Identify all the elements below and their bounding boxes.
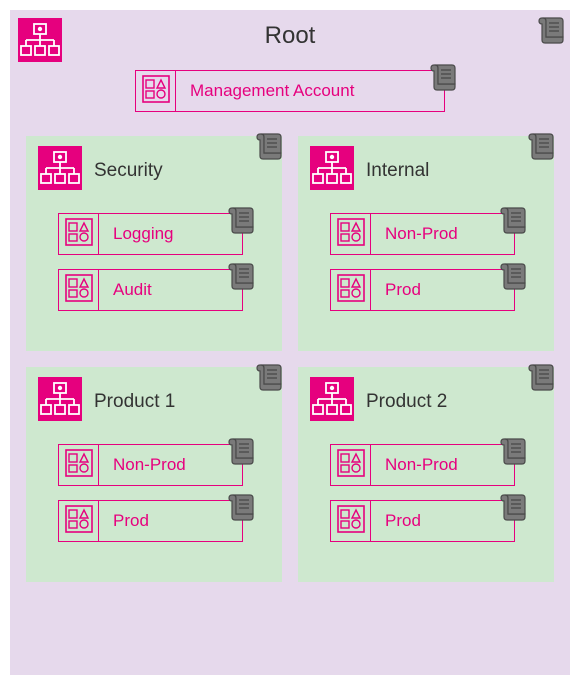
policy-icon — [536, 14, 566, 51]
policy-icon — [254, 130, 284, 167]
ou-product-1: Product 1 Non-Prod Prod — [26, 367, 282, 582]
account-nonprod: Non-Prod — [330, 213, 515, 255]
policy-icon — [498, 204, 528, 241]
ou-title: Internal — [366, 160, 429, 182]
account-label: Logging — [99, 224, 174, 244]
account-nonprod: Non-Prod — [330, 444, 515, 486]
account-icon — [336, 217, 366, 252]
account-icon — [64, 273, 94, 308]
policy-icon — [254, 361, 284, 398]
ou-title: Security — [94, 160, 163, 182]
ou-title: Product 2 — [366, 391, 447, 413]
policy-icon — [498, 435, 528, 472]
account-label: Non-Prod — [371, 224, 458, 244]
policy-icon — [498, 491, 528, 528]
account-label: Non-Prod — [99, 455, 186, 475]
account-icon — [336, 448, 366, 483]
account-label: Audit — [99, 280, 152, 300]
org-icon — [310, 377, 354, 426]
policy-icon — [526, 361, 556, 398]
ou-title: Product 1 — [94, 391, 175, 413]
account-icon — [64, 448, 94, 483]
root-org: Root Management Account Security — [10, 10, 570, 675]
account-label: Prod — [371, 280, 421, 300]
account-icon — [64, 504, 94, 539]
policy-icon — [226, 435, 256, 472]
account-label: Non-Prod — [371, 455, 458, 475]
org-icon — [38, 146, 82, 195]
policy-icon — [428, 61, 458, 98]
account-prod: Prod — [58, 500, 243, 542]
policy-icon — [226, 204, 256, 241]
org-icon — [18, 18, 62, 67]
account-prod: Prod — [330, 269, 515, 311]
account-icon — [64, 217, 94, 252]
account-nonprod: Non-Prod — [58, 444, 243, 486]
account-logging: Logging — [58, 213, 243, 255]
ou-product-2: Product 2 Non-Prod Prod — [298, 367, 554, 582]
ou-grid: Security Logging Audit Internal — [22, 136, 558, 582]
account-audit: Audit — [58, 269, 243, 311]
org-icon — [38, 377, 82, 426]
account-label: Management Account — [176, 81, 354, 101]
account-label: Prod — [371, 511, 421, 531]
root-title: Root — [22, 22, 558, 50]
management-account: Management Account — [135, 70, 445, 112]
account-icon — [141, 74, 171, 109]
policy-icon — [226, 260, 256, 297]
policy-icon — [498, 260, 528, 297]
ou-security: Security Logging Audit — [26, 136, 282, 351]
policy-icon — [526, 130, 556, 167]
account-icon — [336, 504, 366, 539]
org-icon — [310, 146, 354, 195]
policy-icon — [226, 491, 256, 528]
ou-internal: Internal Non-Prod Prod — [298, 136, 554, 351]
account-icon — [336, 273, 366, 308]
account-label: Prod — [99, 511, 149, 531]
account-prod: Prod — [330, 500, 515, 542]
